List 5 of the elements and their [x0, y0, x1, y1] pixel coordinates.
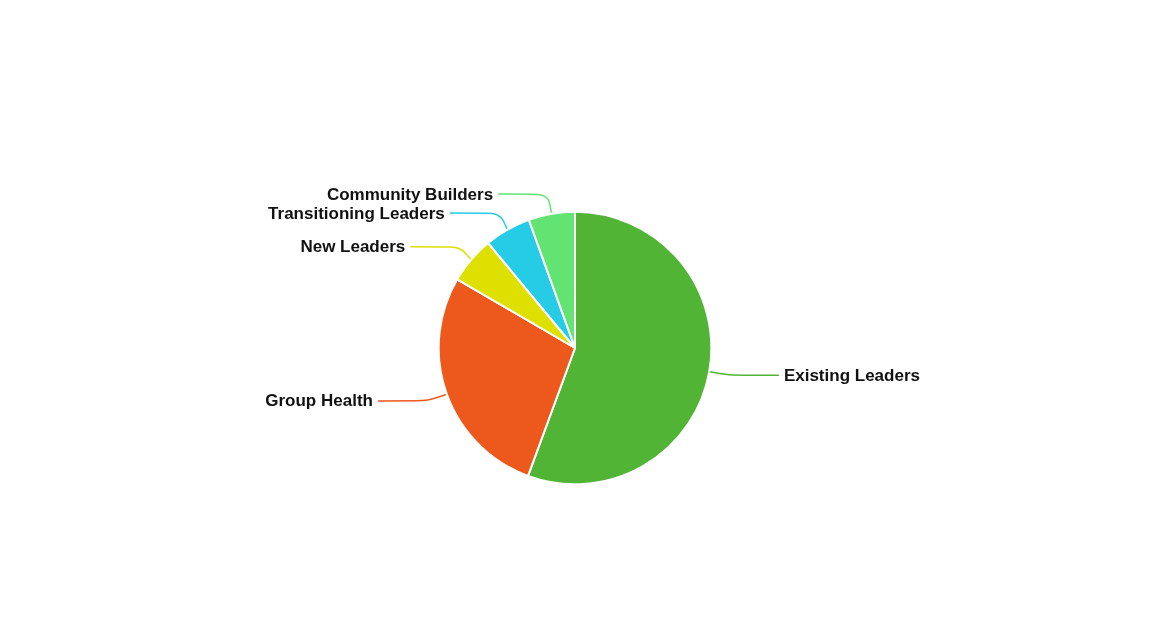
slice-label: Existing Leaders	[783, 365, 920, 385]
slice-label: Community Builders	[326, 184, 494, 204]
slice-label: New Leaders	[300, 237, 406, 257]
slice-label: Group Health	[265, 391, 373, 411]
slice-label: Transitioning Leaders	[268, 203, 445, 223]
